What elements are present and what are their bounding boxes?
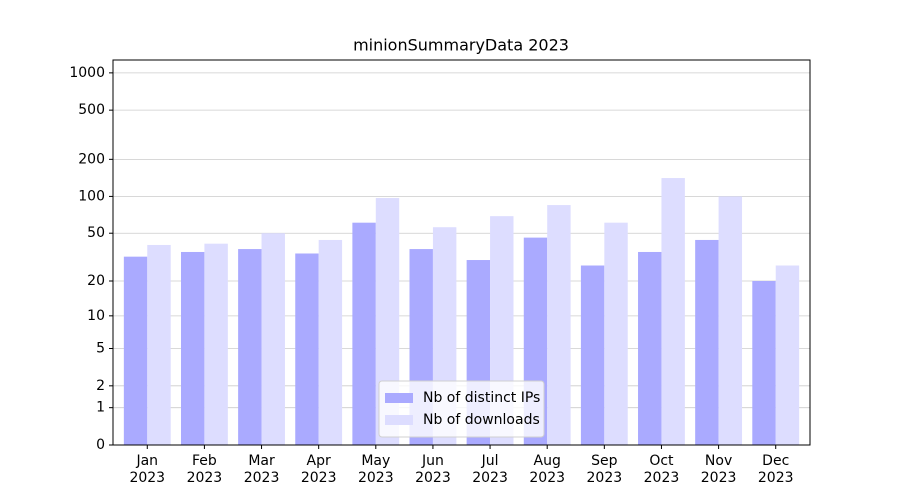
x-tick-label: 2023 [129,470,165,486]
x-tick-label: 2023 [187,470,223,486]
bar [752,281,776,445]
x-tick-label: 2023 [244,470,280,486]
x-tick-label: 2023 [529,470,565,486]
legend-swatch [385,415,413,425]
x-tick-label: 2023 [644,470,680,486]
bar [604,222,628,445]
x-tick-label: Sep [591,453,618,469]
x-tick-label: 2023 [758,470,794,486]
plot-frame [112,59,811,446]
bar [261,233,285,445]
bar [695,239,719,445]
y-tick-label: 1 [96,400,105,416]
y-tick-label: 500 [78,102,105,118]
bar [147,244,171,445]
y-tick-label: 5 [96,340,105,356]
y-tick-label: 50 [87,225,105,241]
bar [180,251,205,445]
bar [204,243,228,445]
x-tick-label: Jan [135,453,158,469]
x-tick-label: Mar [248,453,275,469]
bar [661,178,685,446]
x-tick-label: 2023 [701,470,737,486]
x-tick-label: 2023 [587,470,623,486]
bar [775,265,800,445]
y-tick-label: 2 [96,378,105,394]
bar [238,249,262,445]
x-tick-label: 2023 [301,470,337,486]
bar [638,251,662,445]
x-tick-label: Nov [705,453,732,469]
x-tick-label: Dec [762,453,789,469]
x-tick-label: 2023 [358,470,394,486]
x-tick-label: Apr [307,453,331,469]
bar [295,253,319,445]
legend-box [378,380,545,438]
legend-label: Nb of downloads [423,412,540,428]
x-tick-label: Jul [481,453,499,469]
chart-title: minionSummaryData 2023 [353,36,569,55]
legend-label: Nb of distinct IPs [423,390,540,406]
y-tick-label: 100 [78,188,105,204]
x-tick-label: Feb [192,453,217,469]
x-tick-label: Aug [534,453,561,469]
x-tick-label: Oct [649,453,674,469]
x-tick-label: May [361,453,390,469]
x-tick-label: Jun [421,453,444,469]
bar [718,196,743,445]
y-tick-label: 200 [78,151,105,167]
bar [547,205,571,445]
x-tick-label: 2023 [415,470,451,486]
bar [580,265,605,445]
legend-swatch [385,393,413,403]
bar [352,222,376,445]
x-tick-label: 2023 [472,470,508,486]
y-tick-label: 0 [96,437,105,453]
bar [123,256,148,445]
y-tick-label: 10 [87,308,105,324]
y-tick-label: 20 [87,273,105,289]
bar [318,239,343,445]
y-tick-label: 1000 [69,65,105,81]
